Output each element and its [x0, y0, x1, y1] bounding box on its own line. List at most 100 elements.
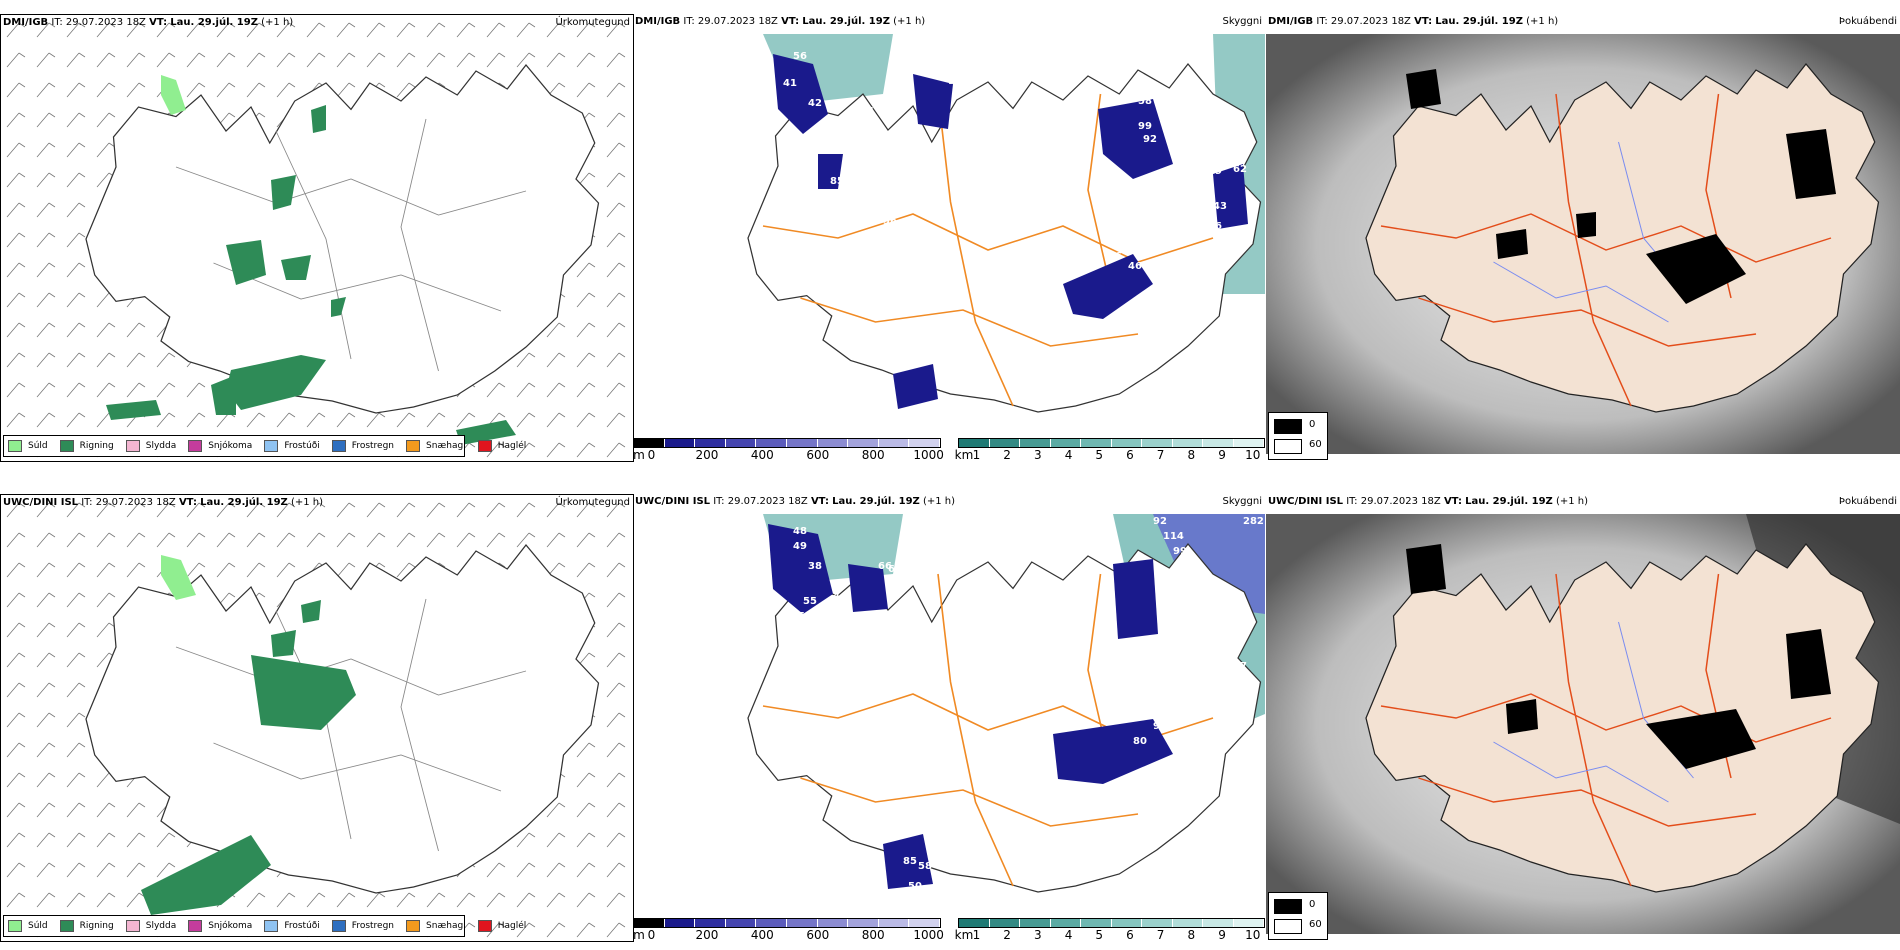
cloud-base-label: 89	[903, 146, 917, 157]
legend-swatch	[59, 440, 74, 452]
colorbar-tick: 6	[1126, 448, 1134, 460]
cloud-base-label: 88	[1173, 716, 1187, 727]
fog-header-2: UWC/DINI ISL IT: 29.07.2023 18Z VT: Lau.…	[1268, 496, 1589, 507]
legend-item-rigning: Rigning	[59, 920, 114, 932]
cloudbase-ticks: m 0 200 400 600 800 1000	[633, 928, 944, 940]
colorbar-segment	[959, 919, 990, 927]
precip-title-1: Úrkomutegund	[555, 17, 630, 28]
colorbar-tick: 3	[1033, 448, 1042, 460]
precip-title-2: Úrkomutegund	[555, 497, 630, 508]
cloud-base-label: 56	[793, 51, 807, 62]
visibility-colorbar-2: km 1 2 3 4 5 6 7 8 9 10	[954, 918, 1265, 940]
visibility-colorbar-1: km 1 2 3 4 5 6 7 8 9 10	[955, 438, 1265, 460]
fog-title-2: Þokuábendi	[1838, 496, 1897, 507]
cloud-base-label: 282	[1243, 516, 1264, 527]
cloud-base-label: 43	[1213, 201, 1227, 212]
cloud-base-label: 223	[1213, 676, 1234, 687]
fog-areas	[1406, 69, 1836, 304]
cloud-base-label: 85	[918, 326, 932, 337]
cloud-base-label: 63	[1233, 626, 1247, 637]
fog-legend-1: 0 60	[1268, 412, 1328, 460]
cloud-base-label: 30	[1173, 176, 1187, 187]
cloud-base-label: 63	[828, 641, 842, 652]
colorbar-segment	[1203, 919, 1234, 927]
cloud-base-label: 92	[948, 76, 962, 87]
colorbar-tick: 8	[1187, 448, 1196, 460]
colorbar-segment	[634, 439, 665, 447]
colorbar-tick: 1	[972, 928, 981, 940]
colorbar-tick: 7	[1156, 928, 1165, 940]
fog-legend-2: 0 60	[1268, 892, 1328, 940]
colorbar-segment	[756, 439, 787, 447]
colorbar-segment	[1203, 439, 1234, 447]
cloud-base-label: 44	[833, 591, 847, 602]
colorbar-tick: 200	[695, 928, 719, 940]
cloud-map-2: 4849385550446667635239104921149996816763…	[747, 496, 1265, 893]
cloud-header-1: DMI/IGB IT: 29.07.2023 18Z VT: Lau. 29.j…	[635, 16, 926, 27]
cloud-panel-1: 56 41 42 67 61 71 73 89 85 66 68 56 83 92 58 99 92 48 49 62…	[633, 14, 1265, 460]
cloud-base-label: 92	[1143, 134, 1157, 145]
colorbar-tick: 4	[1064, 448, 1073, 460]
colorbar-segment	[1020, 439, 1051, 447]
cloud-base-label: 52	[883, 661, 897, 672]
colorbar-unit: m	[633, 448, 645, 460]
precip-panel-2: UWC/DINI ISL IT: 29.07.2023 18Z VT: Lau.…	[0, 494, 634, 942]
cloud-base-label: 58	[1138, 96, 1152, 107]
legend-swatch	[264, 920, 279, 932]
cloud-base-label: 62	[1233, 164, 1247, 175]
colorbar-segment	[695, 439, 726, 447]
colorbar-segment	[878, 439, 910, 447]
legend-item-slydda: Slydda	[125, 920, 176, 932]
colorbar-tick: 800	[861, 928, 885, 940]
cloud-base-label: 73	[876, 106, 890, 117]
colorbar-tick: 2	[1003, 928, 1011, 940]
cloud-base-label: 56	[883, 216, 897, 227]
fog-title-1: Þokuábendi	[1838, 16, 1897, 27]
colorbar-segment	[1050, 439, 1081, 447]
colorbar-segment	[1172, 439, 1203, 447]
legend-item-frostudi: Frostúði	[264, 920, 320, 932]
cloud-base-label: 76	[1108, 251, 1122, 262]
fog-header-1: DMI/IGB IT: 29.07.2023 18Z VT: Lau. 29.j…	[1268, 16, 1559, 27]
colorbar-segment	[1233, 439, 1264, 447]
colorbar-segment	[1172, 919, 1203, 927]
cloud-base-label: 104	[953, 656, 974, 667]
cloud-base-label: 48	[1218, 146, 1232, 157]
colorbar-segment	[959, 439, 990, 447]
fog-swatch-0	[1274, 899, 1302, 914]
precip-panel-1: DMI/IGB IT: 29.07.2023 18Z VT: Lau. 29.j…	[0, 14, 634, 462]
cloud-base-label: 67	[1193, 596, 1207, 607]
cloud-base-label: 72	[1193, 706, 1207, 717]
cloud-base-label: 83	[978, 206, 992, 217]
legend-item-snaehagl: Snæhagl	[406, 920, 466, 932]
rain-areas	[106, 105, 516, 445]
colorbar-tick: 600	[806, 928, 830, 940]
legend-swatch	[125, 440, 140, 452]
legend-item-frostregn: Frostregn	[331, 440, 394, 452]
visibility-bar	[958, 438, 1265, 448]
legend-swatch	[331, 920, 346, 932]
cloud-base-label: 99	[1173, 546, 1187, 557]
cloud-title-2: Skyggni	[1222, 496, 1262, 507]
cloud-base-label: 39	[868, 686, 882, 697]
legend-item-rigning: Rigning	[59, 440, 114, 452]
colorbar-tick: 6	[1126, 928, 1134, 940]
legend-swatch	[59, 920, 74, 932]
colorbar-tick: 600	[806, 448, 830, 460]
cloud-base-label: 38	[808, 561, 822, 572]
drizzle-area	[161, 555, 196, 600]
colorbar-tick: 1	[972, 448, 981, 460]
colorbar-segment	[1081, 439, 1112, 447]
cloud-base-label: 79	[1123, 706, 1137, 717]
rain-areas	[141, 600, 356, 915]
colorbar-unit: km	[954, 928, 974, 940]
colorbar-segment	[1233, 919, 1264, 927]
colorbar-segment	[756, 919, 787, 927]
colorbar-tick: 800	[861, 448, 885, 460]
legend-swatch	[8, 440, 22, 452]
cloud-areas	[773, 54, 1248, 409]
colorbar-segment	[786, 439, 818, 447]
cloud-base-label: 55	[803, 596, 817, 607]
cloud-base-label: 41	[783, 78, 797, 89]
precip-legend-2: Súld Rigning Slydda Snjókoma Frostúði Fr…	[3, 915, 526, 937]
